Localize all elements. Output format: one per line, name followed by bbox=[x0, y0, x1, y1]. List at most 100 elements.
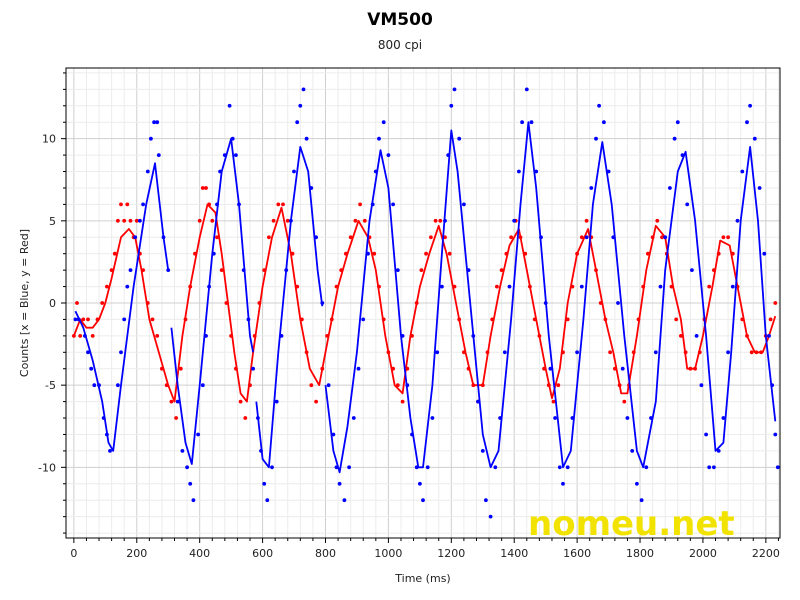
data-point-y bbox=[128, 218, 133, 223]
data-point-y bbox=[749, 350, 754, 355]
data-point-y bbox=[650, 235, 655, 240]
data-point-y bbox=[424, 251, 428, 256]
data-point-x bbox=[584, 235, 589, 240]
data-point-x bbox=[284, 268, 289, 272]
data-point-y bbox=[224, 301, 229, 305]
data-point-x bbox=[156, 153, 161, 158]
data-point-x bbox=[405, 383, 410, 388]
data-point-x bbox=[721, 416, 726, 420]
data-point-x bbox=[707, 465, 712, 470]
data-point-y bbox=[78, 334, 83, 338]
data-point-x bbox=[597, 103, 601, 108]
data-point-x bbox=[204, 334, 208, 338]
data-point-y bbox=[669, 284, 674, 289]
x-tick-label: 1400 bbox=[500, 547, 528, 560]
data-point-x bbox=[215, 202, 219, 207]
data-point-y bbox=[542, 366, 546, 371]
data-point-x bbox=[320, 301, 325, 305]
data-point-x bbox=[262, 481, 267, 486]
data-point-x bbox=[138, 218, 142, 223]
data-point-x bbox=[188, 481, 193, 486]
data-point-y bbox=[721, 235, 726, 240]
data-point-x bbox=[730, 284, 735, 289]
data-point-x bbox=[430, 416, 435, 420]
data-point-x bbox=[668, 186, 672, 190]
y-axis-label: Counts [x = Blue, y = Red] bbox=[18, 229, 31, 377]
data-point-x bbox=[73, 317, 78, 322]
data-point-x bbox=[391, 202, 395, 207]
data-point-y bbox=[207, 202, 212, 207]
data-point-x bbox=[446, 153, 451, 158]
data-point-y bbox=[276, 202, 281, 207]
data-point-y bbox=[314, 399, 318, 404]
data-point-y bbox=[575, 251, 579, 256]
data-point-x bbox=[663, 235, 668, 240]
data-point-y bbox=[150, 317, 155, 322]
data-point-x bbox=[418, 481, 422, 486]
data-point-x bbox=[292, 169, 296, 174]
data-point-y bbox=[215, 235, 219, 240]
data-point-y bbox=[584, 218, 589, 223]
data-point-y bbox=[164, 383, 169, 388]
data-point-x bbox=[141, 202, 146, 207]
data-point-x bbox=[690, 268, 694, 272]
data-point-x bbox=[480, 449, 485, 453]
data-point-y bbox=[72, 334, 76, 338]
data-point-x bbox=[644, 465, 649, 470]
x-tick-label: 600 bbox=[252, 547, 273, 560]
data-point-y bbox=[257, 301, 262, 305]
data-point-x bbox=[180, 449, 185, 453]
data-point-x bbox=[149, 136, 153, 141]
data-point-x bbox=[589, 186, 594, 190]
data-point-x bbox=[259, 449, 263, 453]
data-point-y bbox=[646, 251, 650, 256]
data-point-y bbox=[243, 416, 248, 420]
data-point-x bbox=[488, 514, 493, 519]
data-point-x bbox=[334, 465, 339, 470]
data-point-x bbox=[767, 334, 771, 338]
data-point-y bbox=[353, 218, 358, 223]
data-point-x bbox=[145, 169, 150, 174]
data-point-x bbox=[234, 153, 238, 158]
data-point-x bbox=[570, 416, 575, 420]
data-point-y bbox=[716, 251, 721, 256]
y-tick-label: -5 bbox=[45, 379, 56, 392]
data-point-x bbox=[207, 284, 212, 289]
data-point-x bbox=[452, 87, 457, 92]
data-point-x bbox=[457, 136, 462, 141]
data-point-y bbox=[561, 350, 565, 355]
data-point-x bbox=[400, 334, 405, 338]
data-point-y bbox=[655, 218, 660, 223]
x-tick-label: 1800 bbox=[626, 547, 654, 560]
data-point-x bbox=[543, 301, 548, 305]
data-point-x bbox=[630, 449, 635, 453]
data-point-x bbox=[108, 449, 112, 453]
data-point-x bbox=[616, 301, 620, 305]
data-point-x bbox=[507, 284, 512, 289]
data-point-y bbox=[95, 317, 100, 322]
data-point-y bbox=[485, 350, 490, 355]
data-point-y bbox=[740, 317, 745, 322]
data-point-x bbox=[440, 284, 444, 289]
x-tick-label: 800 bbox=[315, 547, 336, 560]
data-point-y bbox=[551, 399, 556, 404]
data-point-x bbox=[133, 235, 138, 240]
data-point-x bbox=[694, 334, 699, 338]
data-point-y bbox=[300, 317, 304, 322]
data-point-y bbox=[210, 218, 215, 223]
data-point-y bbox=[617, 383, 622, 388]
data-point-y bbox=[248, 383, 252, 388]
data-point-y bbox=[495, 284, 499, 289]
data-point-y bbox=[75, 301, 79, 305]
x-tick-label: 1600 bbox=[563, 547, 591, 560]
data-point-y bbox=[134, 218, 139, 223]
data-point-y bbox=[188, 284, 193, 289]
data-point-y bbox=[457, 317, 462, 322]
data-point-y bbox=[381, 317, 386, 322]
data-point-x bbox=[314, 235, 318, 240]
data-point-y bbox=[320, 366, 325, 371]
x-tick-label: 2000 bbox=[689, 547, 717, 560]
data-point-x bbox=[246, 317, 251, 322]
data-point-y bbox=[613, 366, 617, 371]
